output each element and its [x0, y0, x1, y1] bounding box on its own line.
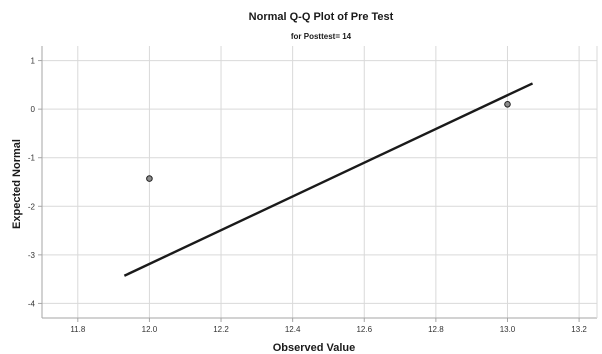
reference-line-group [123, 82, 534, 277]
x-tick-label: 12.2 [213, 325, 229, 334]
x-tick-label: 11.8 [70, 325, 86, 334]
x-tick-label: 12.0 [142, 325, 158, 334]
data-point [504, 100, 511, 108]
y-tick-label: -3 [28, 251, 36, 260]
y-axis-label: Expected Normal [11, 139, 23, 229]
x-tick-label: 13.0 [500, 325, 516, 334]
y-tick-label: 1 [31, 57, 36, 66]
y-tick-label: -2 [28, 202, 36, 211]
y-tick-label: -1 [28, 154, 36, 163]
plot-area [42, 46, 597, 318]
y-tick-label: 0 [31, 105, 36, 114]
reference-line [123, 82, 534, 277]
data-point [146, 175, 153, 182]
data-points [146, 100, 511, 182]
y-axis-ticks: 1 0 -1 -2 -3 -4 [28, 57, 42, 308]
x-axis-ticks: 11.8 12.0 12.2 12.4 12.6 12.8 13.0 13.2 [70, 318, 587, 334]
y-tick-label: -4 [28, 299, 36, 308]
axes [41, 46, 598, 319]
grid-lines [42, 46, 597, 318]
x-tick-label: 12.6 [356, 325, 372, 334]
chart-subtitle: for Posttest= 14 [291, 32, 352, 41]
x-tick-label: 12.8 [428, 325, 444, 334]
chart-title: Normal Q-Q Plot of Pre Test [249, 11, 394, 23]
x-tick-label: 12.4 [285, 325, 301, 334]
x-axis-label: Observed Value [273, 342, 356, 354]
x-tick-label: 13.2 [571, 325, 587, 334]
